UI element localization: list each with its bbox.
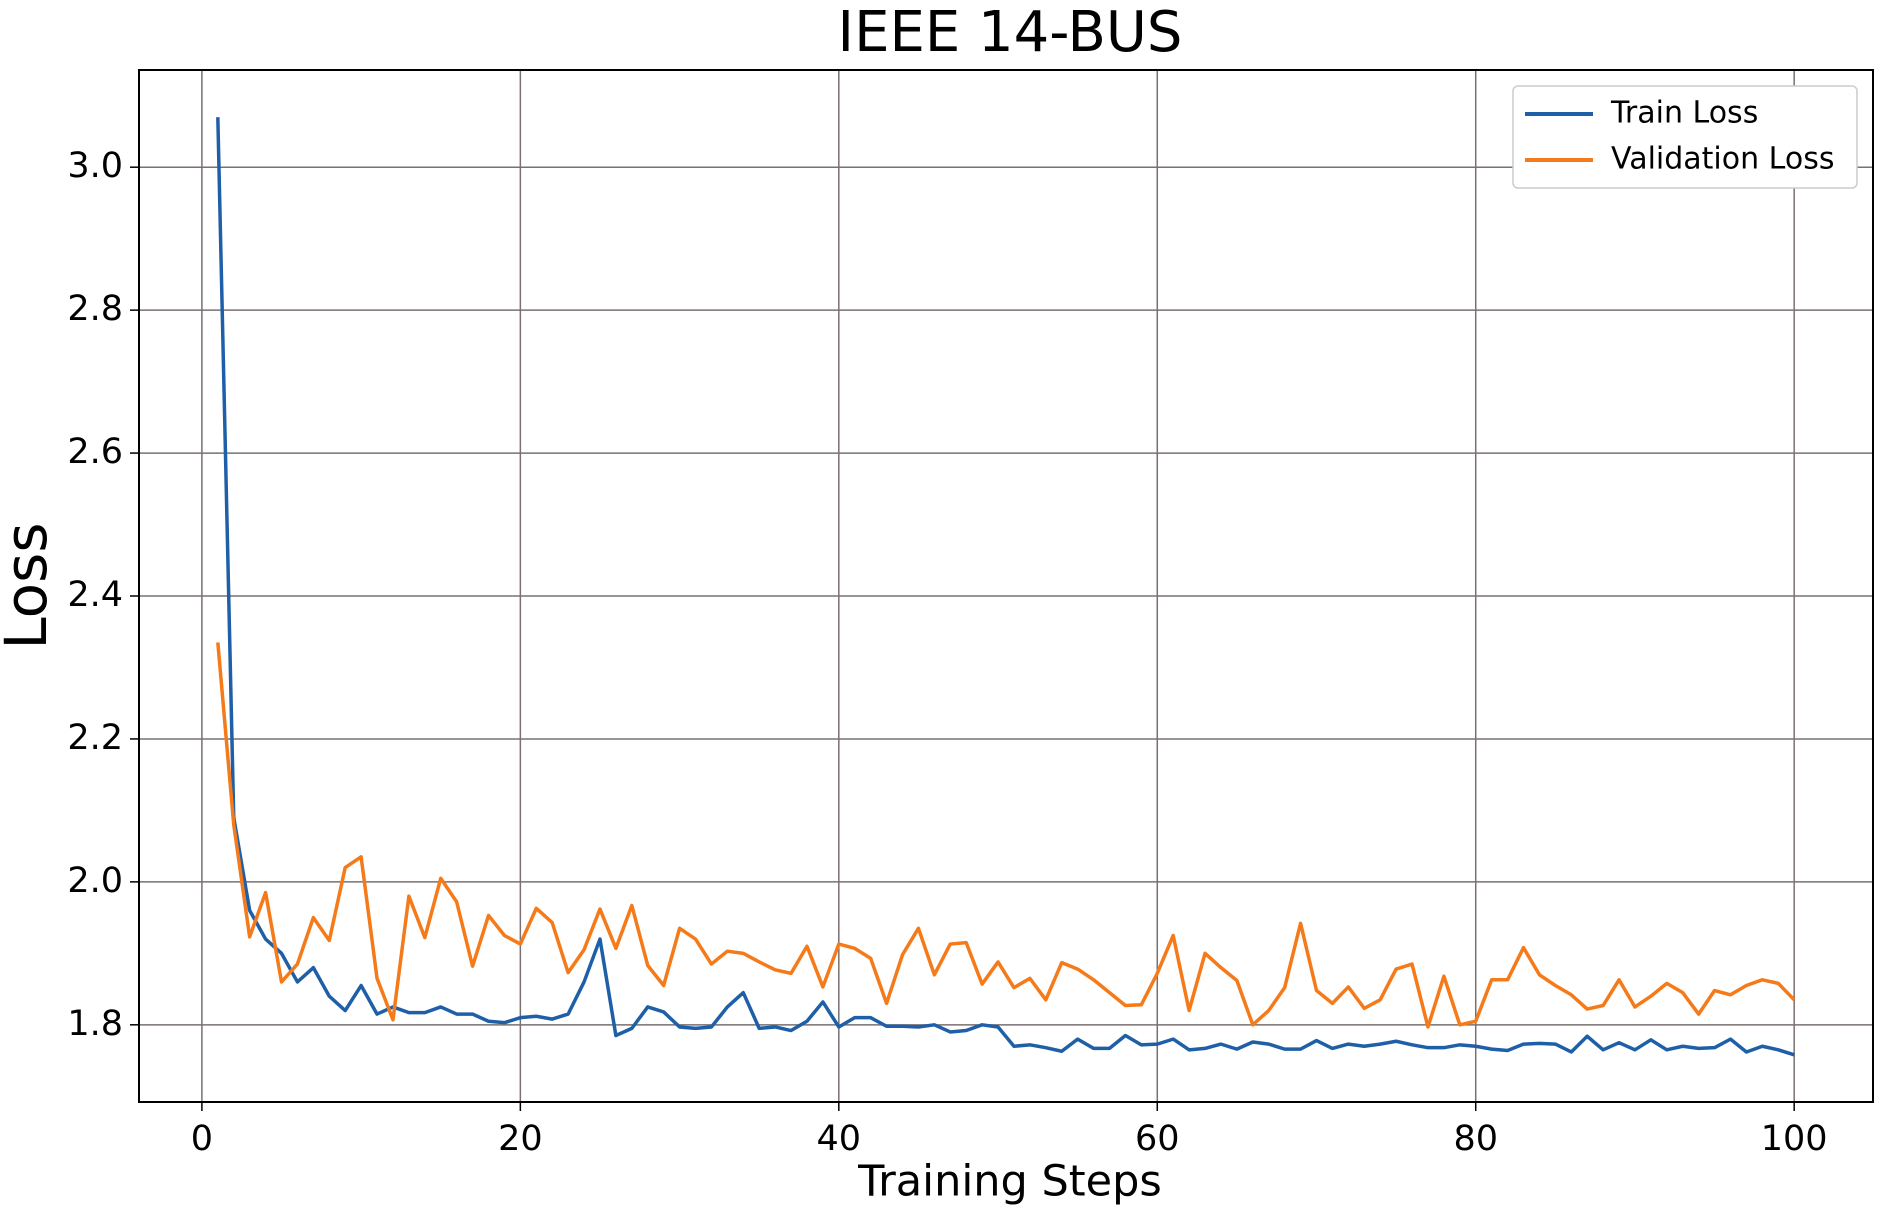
legend-label: Validation Loss — [1611, 142, 1834, 177]
x-tick-label: 0 — [191, 1119, 213, 1159]
x-tick-label: 40 — [817, 1119, 862, 1159]
y-tick-label: 2.2 — [67, 718, 123, 758]
x-tick-label: 80 — [1453, 1119, 1498, 1159]
x-tick-label: 100 — [1761, 1119, 1828, 1159]
y-tick-label: 1.8 — [67, 1004, 123, 1044]
legend-box — [1512, 85, 1858, 189]
line-series — [216, 117, 1795, 1057]
y-tick-label: 2.4 — [67, 575, 123, 615]
x-axis-label: Training Steps — [857, 1157, 1162, 1207]
y-tick-label: 2.6 — [67, 432, 123, 472]
legend-label: Train Loss — [1610, 96, 1758, 131]
legend: Train Loss Validation Loss — [1512, 85, 1858, 189]
x-tick-label: 20 — [498, 1119, 543, 1159]
y-tick-label: 2.0 — [67, 861, 123, 901]
line-series — [216, 642, 1796, 1029]
chart-title: IEEE 14-BUS — [838, 0, 1183, 65]
y-axis-label: Loss — [0, 522, 60, 649]
y-tick-label: 3.0 — [67, 146, 123, 186]
x-tick-label: 60 — [1135, 1119, 1180, 1159]
plot-frame — [138, 69, 1874, 1103]
y-tick-label: 2.8 — [67, 289, 123, 329]
